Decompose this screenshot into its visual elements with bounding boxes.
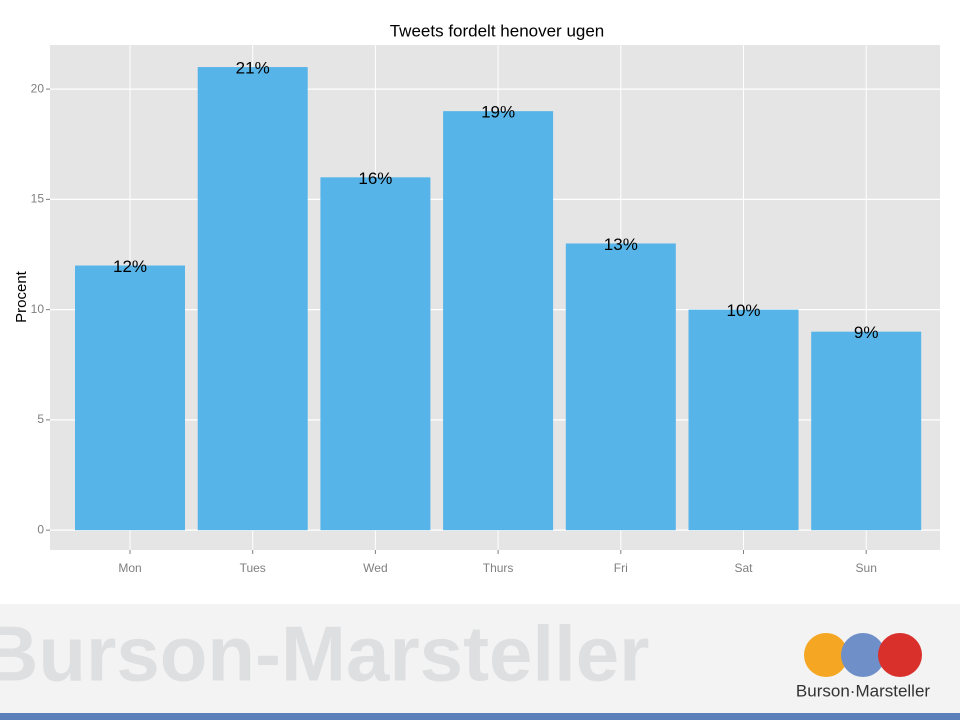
- y-tick-label: 10: [31, 302, 45, 316]
- bar: [197, 67, 308, 531]
- logo-globe: [878, 633, 922, 677]
- logo-globe: [804, 633, 848, 677]
- y-tick-label: 15: [31, 192, 45, 206]
- y-tick-label: 5: [37, 412, 44, 426]
- value-label: 10%: [726, 301, 760, 320]
- value-label: 16%: [358, 169, 392, 188]
- x-tick-label: Fri: [614, 561, 628, 575]
- value-label: 13%: [604, 235, 638, 254]
- bar: [75, 265, 185, 531]
- x-tick-label: Thurs: [483, 561, 514, 575]
- chart-title: Tweets fordelt henover ugen: [390, 21, 605, 40]
- x-tick-label: Mon: [118, 561, 141, 575]
- x-tick-label: Sun: [856, 561, 877, 575]
- value-label: 12%: [113, 257, 147, 276]
- watermark: Burson-Marsteller: [0, 610, 650, 698]
- y-tick-label: 0: [37, 522, 44, 536]
- bar: [565, 243, 676, 531]
- bar: [443, 111, 554, 531]
- logo-text: Burson·Marsteller: [796, 681, 930, 700]
- logo: Burson·Marsteller: [796, 633, 930, 700]
- value-label: 21%: [236, 59, 270, 78]
- value-label: 9%: [854, 323, 879, 342]
- x-tick-label: Wed: [363, 561, 387, 575]
- bar: [811, 331, 922, 531]
- y-axis-label: Procent: [13, 270, 30, 323]
- x-tick-label: Sat: [734, 561, 753, 575]
- bar: [688, 309, 799, 531]
- logo-globe: [841, 633, 885, 677]
- x-tick-label: Tues: [240, 561, 266, 575]
- footer-strip: [0, 713, 960, 720]
- footer-band: [0, 604, 960, 714]
- bar: [320, 177, 431, 531]
- value-label: 19%: [481, 103, 515, 122]
- y-tick-label: 20: [31, 81, 45, 95]
